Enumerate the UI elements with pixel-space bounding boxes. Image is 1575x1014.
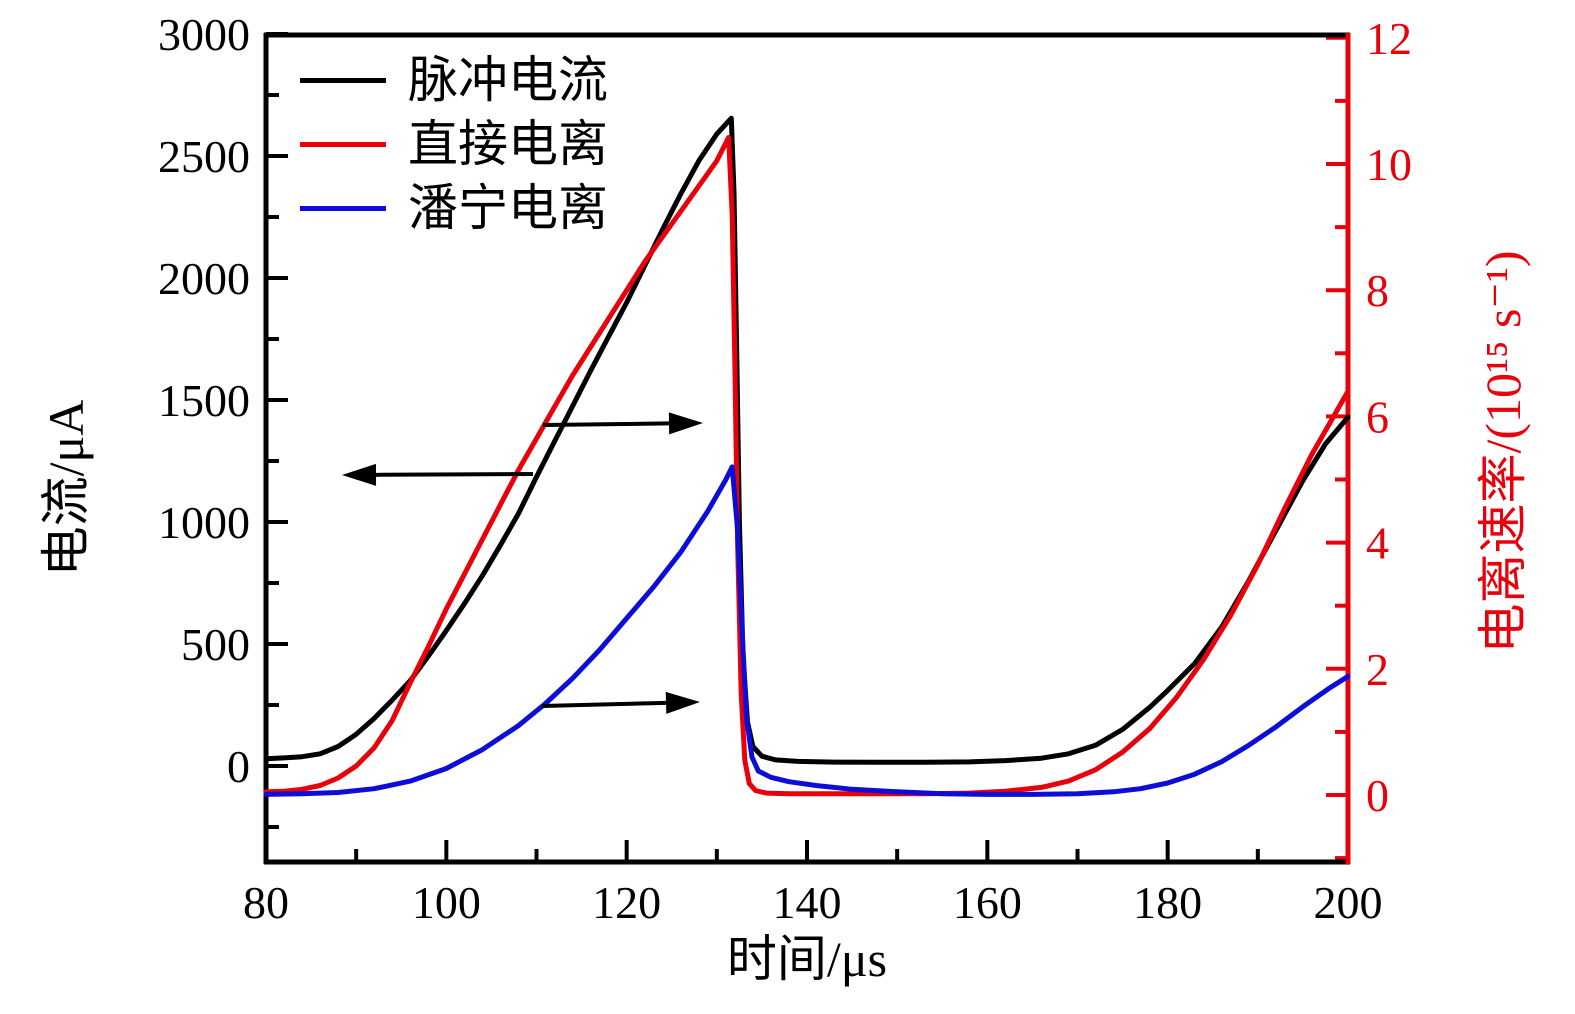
legend-line-blue xyxy=(300,205,386,211)
pulse-current-to-left-axis-shaft xyxy=(375,472,534,477)
right-tick-label: 4 xyxy=(1366,518,1389,569)
x-tick-label: 140 xyxy=(773,877,842,928)
legend-item-direct-ionization: 直接电离 xyxy=(300,112,608,176)
series-curve-2 xyxy=(263,464,1351,797)
left-tick-label: 0 xyxy=(227,741,250,792)
x-tick-label: 120 xyxy=(592,877,661,928)
direct-ionization-to-right-axis-shaft xyxy=(542,421,670,427)
right-tick-label: 12 xyxy=(1366,13,1412,64)
penning-ionization-to-right-axis-shaft xyxy=(541,700,667,708)
left-tick-label: 3000 xyxy=(158,9,250,60)
series-curve-0 xyxy=(263,115,1351,765)
penning-ionization-to-right-axis-head xyxy=(665,691,700,714)
right-axis-title: 电离速率/(10¹⁵ s⁻¹) xyxy=(1475,250,1531,654)
left-tick-label: 1500 xyxy=(158,375,250,426)
right-tick-label: 10 xyxy=(1366,139,1412,190)
right-tick-label: 2 xyxy=(1366,644,1389,695)
legend-label: 潘宁电离 xyxy=(408,180,608,236)
right-tick-label: 0 xyxy=(1366,770,1389,821)
direct-ionization-to-right-axis-head xyxy=(668,412,703,435)
legend-label: 脉冲电流 xyxy=(408,52,608,108)
pulse-current-to-left-axis-head xyxy=(342,463,377,486)
right-tick-label: 6 xyxy=(1366,391,1389,442)
left-tick-label: 2000 xyxy=(158,253,250,304)
legend-label: 直接电离 xyxy=(408,116,608,172)
series-curve-1 xyxy=(263,135,1351,797)
left-tick-label: 2500 xyxy=(158,131,250,182)
legend-line-black xyxy=(300,77,386,83)
x-tick-label: 80 xyxy=(243,877,289,928)
x-tick-label: 100 xyxy=(412,877,481,928)
left-tick-label: 1000 xyxy=(158,497,250,548)
x-tick-label: 160 xyxy=(953,877,1022,928)
right-tick-label: 8 xyxy=(1366,265,1389,316)
left-tick-label: 500 xyxy=(181,619,250,670)
x-tick-label: 180 xyxy=(1133,877,1202,928)
x-axis-title: 时间/μs xyxy=(726,931,888,987)
left-axis-title: 电流/μA xyxy=(38,399,94,577)
legend-line-red xyxy=(300,141,386,147)
legend: 脉冲电流 直接电离 潘宁电离 xyxy=(300,48,608,240)
legend-item-penning-ionization: 潘宁电离 xyxy=(300,176,608,240)
x-tick-label: 200 xyxy=(1314,877,1383,928)
legend-item-pulse-current: 脉冲电流 xyxy=(300,48,608,112)
